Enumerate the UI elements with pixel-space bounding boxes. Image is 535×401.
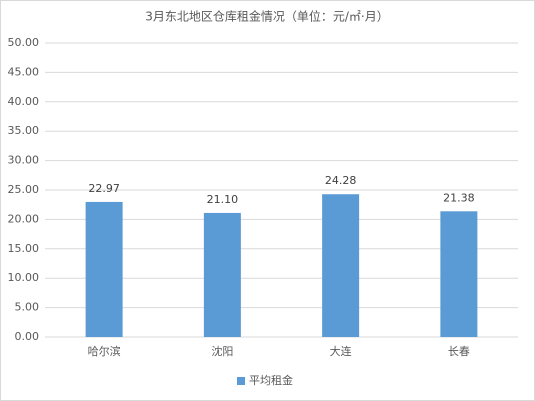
y-tick-label: 15.00 (8, 242, 40, 255)
data-label: 21.10 (207, 193, 239, 206)
y-tick-label: 10.00 (8, 271, 40, 284)
bar (203, 212, 241, 337)
bar (85, 201, 123, 337)
x-tick-label: 哈尔滨 (88, 344, 121, 358)
legend-swatch (237, 377, 245, 385)
y-tick-label: 0.00 (15, 330, 40, 343)
chart-title: 3月东北地区仓库租金情况（单位：元/㎡·月） (145, 9, 389, 24)
y-tick-label: 25.00 (8, 183, 40, 196)
y-tick-label: 5.00 (15, 301, 40, 314)
bar (322, 194, 360, 337)
y-tick-label: 40.00 (8, 95, 40, 108)
x-tick-label: 沈阳 (211, 344, 233, 358)
data-label: 21.38 (443, 191, 475, 204)
y-tick-label: 50.00 (8, 36, 40, 49)
y-tick-label: 45.00 (8, 65, 40, 78)
data-label: 22.97 (88, 182, 120, 195)
x-tick-label: 大连 (330, 344, 352, 358)
legend-label: 平均租金 (249, 373, 293, 387)
y-tick-label: 30.00 (8, 154, 40, 167)
bar (440, 211, 478, 337)
y-tick-label: 20.00 (8, 212, 40, 225)
x-tick-label: 长春 (448, 345, 470, 358)
y-tick-label: 35.00 (8, 124, 40, 137)
data-label: 24.28 (325, 174, 357, 187)
